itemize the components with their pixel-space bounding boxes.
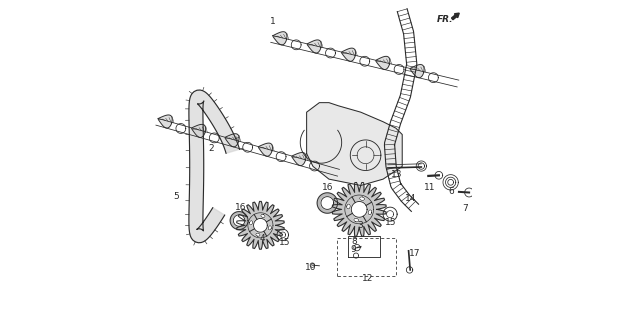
Polygon shape — [376, 56, 390, 69]
Text: FR.: FR. — [436, 15, 453, 24]
Text: 16: 16 — [322, 183, 333, 192]
Polygon shape — [360, 197, 364, 200]
Text: 9: 9 — [351, 245, 356, 254]
Text: 10: 10 — [305, 263, 316, 272]
Text: 16: 16 — [235, 203, 246, 212]
Text: 13: 13 — [391, 170, 403, 179]
Polygon shape — [254, 219, 267, 232]
Polygon shape — [292, 153, 306, 165]
Polygon shape — [342, 48, 356, 61]
Polygon shape — [189, 90, 240, 243]
Text: 15: 15 — [279, 238, 290, 247]
Text: 4: 4 — [259, 234, 265, 243]
Polygon shape — [261, 214, 265, 218]
Text: 1: 1 — [270, 17, 276, 26]
Polygon shape — [332, 182, 386, 236]
Text: 6: 6 — [449, 188, 454, 196]
Polygon shape — [230, 212, 248, 229]
Polygon shape — [307, 40, 321, 53]
Text: 12: 12 — [361, 274, 373, 283]
Text: 5: 5 — [173, 192, 179, 201]
Text: 17: 17 — [409, 249, 420, 258]
Polygon shape — [321, 197, 334, 209]
Polygon shape — [233, 215, 245, 226]
Polygon shape — [351, 202, 367, 217]
Text: 2: 2 — [208, 144, 214, 153]
Polygon shape — [237, 201, 284, 249]
FancyArrow shape — [451, 13, 459, 20]
Text: 7: 7 — [463, 204, 468, 213]
Text: 3: 3 — [357, 221, 363, 230]
Polygon shape — [410, 65, 424, 78]
Polygon shape — [158, 115, 172, 128]
Polygon shape — [250, 221, 253, 225]
Polygon shape — [256, 233, 260, 236]
Polygon shape — [347, 204, 350, 209]
Polygon shape — [192, 124, 205, 138]
Polygon shape — [259, 143, 272, 156]
Polygon shape — [225, 134, 239, 147]
Polygon shape — [273, 32, 287, 45]
Polygon shape — [269, 226, 271, 230]
Text: 8: 8 — [352, 237, 357, 246]
Text: 11: 11 — [424, 183, 435, 192]
Polygon shape — [368, 210, 372, 215]
Text: 15: 15 — [386, 218, 397, 227]
Polygon shape — [307, 103, 403, 186]
Polygon shape — [354, 218, 359, 222]
Text: 14: 14 — [406, 194, 417, 204]
Polygon shape — [317, 193, 337, 213]
